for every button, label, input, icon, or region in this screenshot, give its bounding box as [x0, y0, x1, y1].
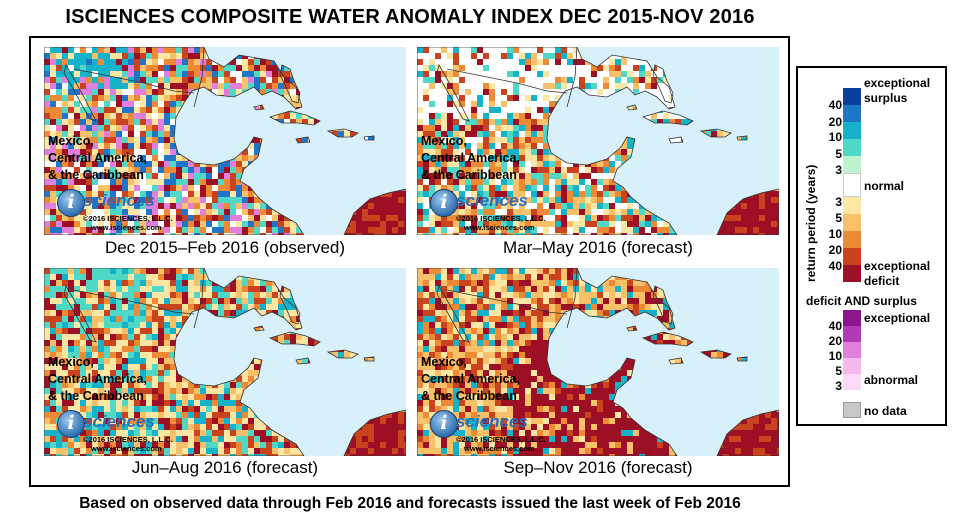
- tick-deficit-20: 20: [828, 243, 842, 257]
- map-image: [44, 47, 406, 235]
- tick-both-3: 3: [835, 379, 842, 393]
- region-label: Mexico, Central America, & the Caribbean: [421, 355, 520, 403]
- swatch-no-data: [843, 402, 861, 418]
- tick-deficit-5: 5: [835, 211, 842, 225]
- tick-surplus-20: 20: [828, 115, 842, 129]
- tick-both-40: 40: [828, 319, 842, 333]
- figure-title: ISCIENCES COMPOSITE WATER ANOMALY INDEX …: [65, 6, 755, 28]
- region-label: Mexico, Central America, & the Caribbean: [48, 134, 147, 182]
- swatch-both-40: [843, 310, 861, 326]
- region-label: Mexico, Central America, & the Caribbean: [48, 355, 147, 403]
- legend: exceptional surplus 40 20 10 5 3 normal 3…: [796, 66, 947, 426]
- swatch-deficit-3: [843, 197, 861, 214]
- tick-both-5: 5: [835, 364, 842, 378]
- tick-surplus-3: 3: [835, 163, 842, 177]
- swatch-surplus-3: [843, 156, 861, 173]
- tick-both-20: 20: [828, 334, 842, 348]
- swatch-surplus-10: [843, 122, 861, 139]
- map-panel-4: Mexico, Central America, & the Caribbean i…: [417, 268, 779, 456]
- panel-caption-4: Sep–Nov 2016 (forecast): [503, 458, 693, 477]
- legend-both-abnormal: abnormal: [864, 373, 919, 387]
- map-frame: [29, 36, 790, 487]
- swatch-surplus-40: [843, 88, 861, 105]
- tick-deficit-40: 40: [828, 259, 842, 273]
- map-panel-2: Mexico, Central America, & the Caribbean i…: [417, 47, 779, 235]
- panel-caption-1: Dec 2015–Feb 2016 (observed): [104, 238, 346, 257]
- panel-caption-3: Jun–Aug 2016 (forecast): [131, 458, 319, 477]
- map-panel-3: Mexico, Central America, & the Caribbean i…: [44, 268, 406, 456]
- isciences-logo: i sciences ©2016 ISCIENCES, L.L.C. www.i…: [57, 410, 197, 454]
- isciences-logo: i sciences ©2016 ISCIENCES, L.L.C. www.i…: [57, 189, 197, 233]
- swatch-both-5: [843, 358, 861, 374]
- swatch-both-3: [843, 374, 861, 390]
- legend-both-exceptional: exceptional: [864, 311, 931, 325]
- swatch-deficit-5: [843, 214, 861, 231]
- legend-no-data: no data: [864, 404, 907, 418]
- tick-deficit-10: 10: [828, 227, 842, 241]
- legend-exceptional-deficit: exceptional deficit: [864, 259, 931, 288]
- swatch-both-10: [843, 342, 861, 358]
- panel-caption-2: Mar–May 2016 (forecast): [503, 238, 693, 257]
- legend-axis-label: return period (years): [804, 164, 818, 282]
- swatch-both-20: [843, 326, 861, 342]
- map-image: [417, 268, 779, 456]
- map-panel-1: Mexico, Central America, & the Caribbean i…: [44, 47, 406, 235]
- legend-normal: normal: [864, 179, 905, 193]
- isciences-logo: i sciences ©2016 ISCIENCES, L.L.C. www.i…: [430, 189, 570, 233]
- isciences-logo: i sciences ©2016 ISCIENCES, L.L.C. www.i…: [430, 410, 570, 454]
- map-image: [44, 268, 406, 456]
- swatch-deficit-20: [843, 248, 861, 265]
- swatch-surplus-20: [843, 105, 861, 122]
- swatch-surplus-5: [843, 139, 861, 156]
- legend-exceptional-surplus: exceptional surplus: [864, 76, 931, 105]
- region-label: Mexico, Central America, & the Caribbean: [421, 134, 520, 182]
- map-image: [417, 47, 779, 235]
- swatch-deficit-10: [843, 231, 861, 248]
- tick-both-10: 10: [828, 349, 842, 363]
- tick-surplus-40: 40: [828, 98, 842, 112]
- tick-deficit-3: 3: [835, 195, 842, 209]
- swatch-deficit-40: [843, 265, 861, 282]
- legend-both-title: deficit AND surplus: [806, 294, 917, 308]
- tick-surplus-10: 10: [828, 130, 842, 144]
- swatch-normal: [843, 173, 861, 197]
- footer-note: Based on observed data through Feb 2016 …: [79, 495, 741, 512]
- tick-surplus-5: 5: [835, 147, 842, 161]
